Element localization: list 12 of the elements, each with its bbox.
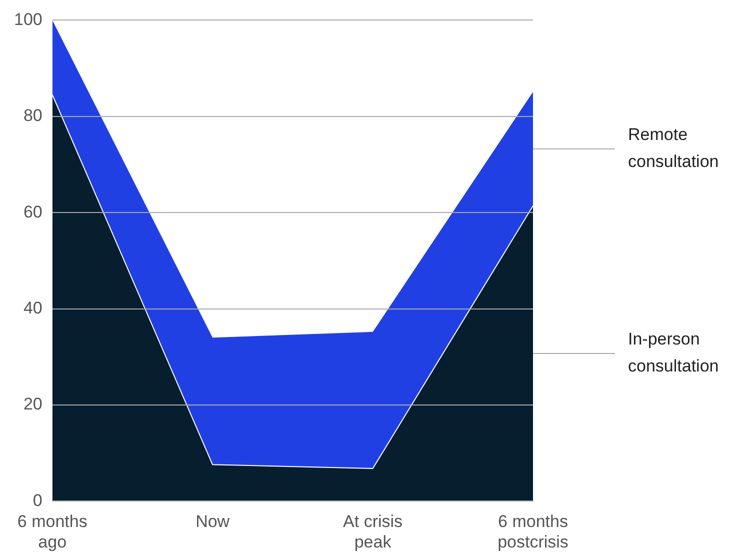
text: In-person consultation — [628, 330, 719, 376]
x-tick-label: 6 months ago — [17, 512, 88, 552]
y-tick-label: 20 — [23, 394, 42, 414]
y-tick-label: 60 — [23, 202, 42, 222]
x-tick-label: Now — [196, 512, 230, 532]
y-tick-label: 100 — [14, 10, 42, 29]
y-tick-label: 80 — [23, 106, 42, 126]
x-tick-label: At crisis peak — [343, 512, 403, 552]
y-tick-label: 0 — [32, 490, 42, 510]
y-tick-label: 40 — [23, 298, 42, 318]
x-tick-label: 6 months postcrisis — [498, 512, 568, 552]
text: Remote consultation — [628, 125, 719, 172]
